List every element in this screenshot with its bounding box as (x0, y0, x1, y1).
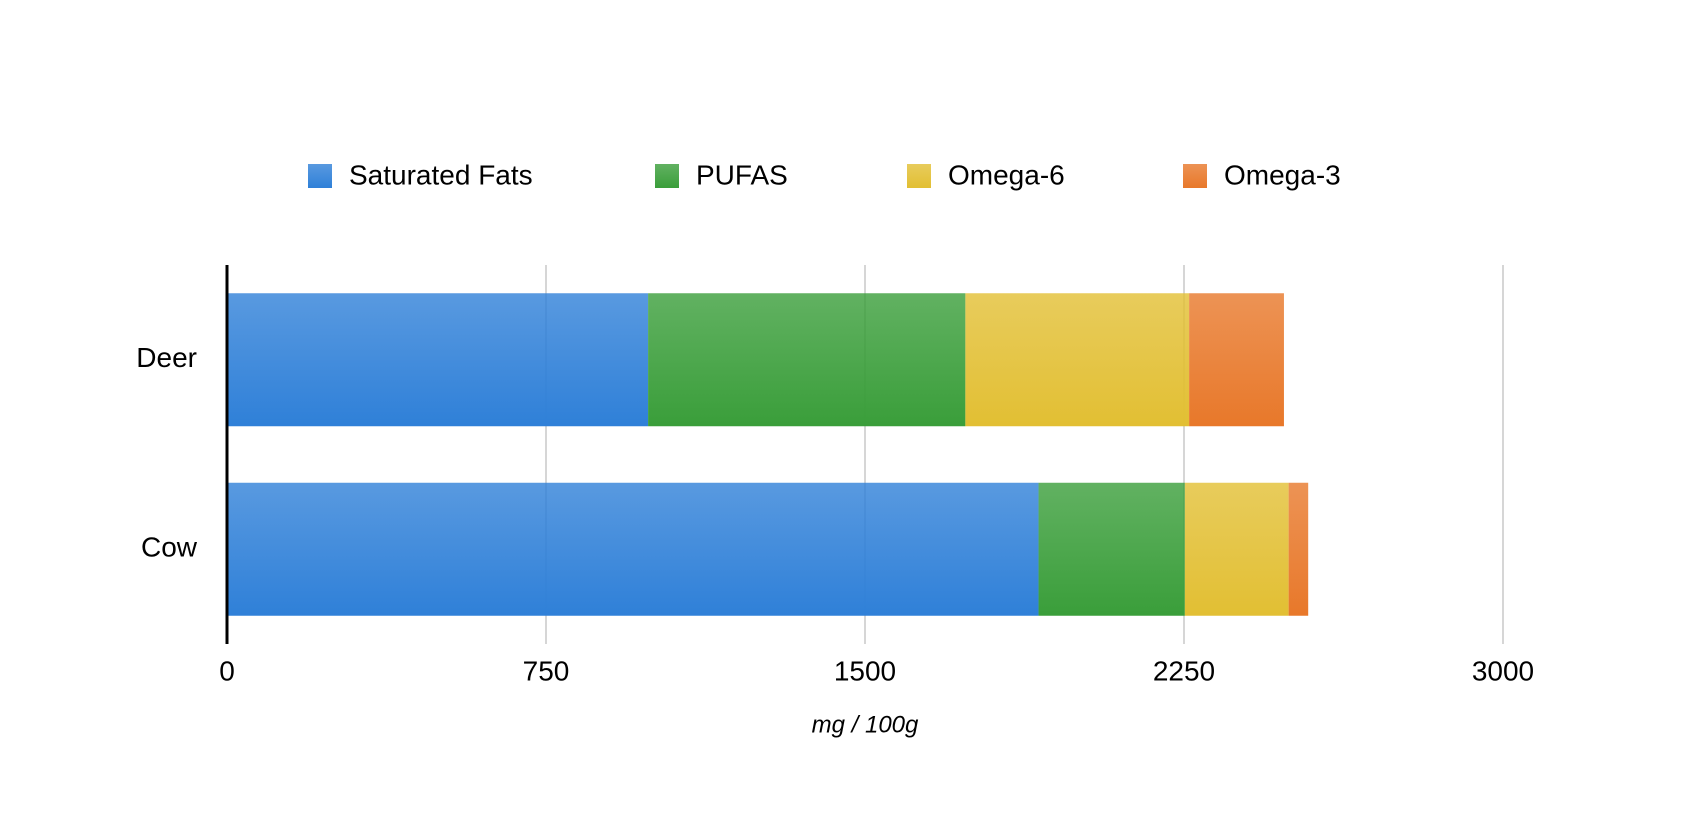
bar-segment (227, 293, 649, 427)
legend-swatch (308, 164, 332, 188)
bar-segment (965, 293, 1190, 427)
x-tick-label: 2250 (1153, 655, 1215, 686)
legend-label: Omega-6 (948, 159, 1065, 190)
x-tick-label: 3000 (1472, 655, 1534, 686)
bar-segment (1038, 482, 1185, 616)
legend-swatch (655, 164, 679, 188)
x-tick-label: 750 (523, 655, 570, 686)
legend-label: PUFAS (696, 159, 788, 190)
y-tick-label: Deer (136, 342, 197, 373)
bar-segment (1288, 482, 1309, 616)
bar-segment (1184, 482, 1289, 616)
bar-segment (1189, 293, 1284, 427)
x-axis-title: mg / 100g (812, 711, 919, 738)
legend-label: Saturated Fats (349, 159, 533, 190)
legend-swatch (1183, 164, 1207, 188)
x-tick-label: 1500 (834, 655, 896, 686)
bar-segment (227, 482, 1039, 616)
y-tick-label: Cow (141, 532, 198, 563)
legend-label: Omega-3 (1224, 159, 1341, 190)
legend-swatch (907, 164, 931, 188)
x-tick-label: 0 (219, 655, 235, 686)
bar-segment (648, 293, 966, 427)
